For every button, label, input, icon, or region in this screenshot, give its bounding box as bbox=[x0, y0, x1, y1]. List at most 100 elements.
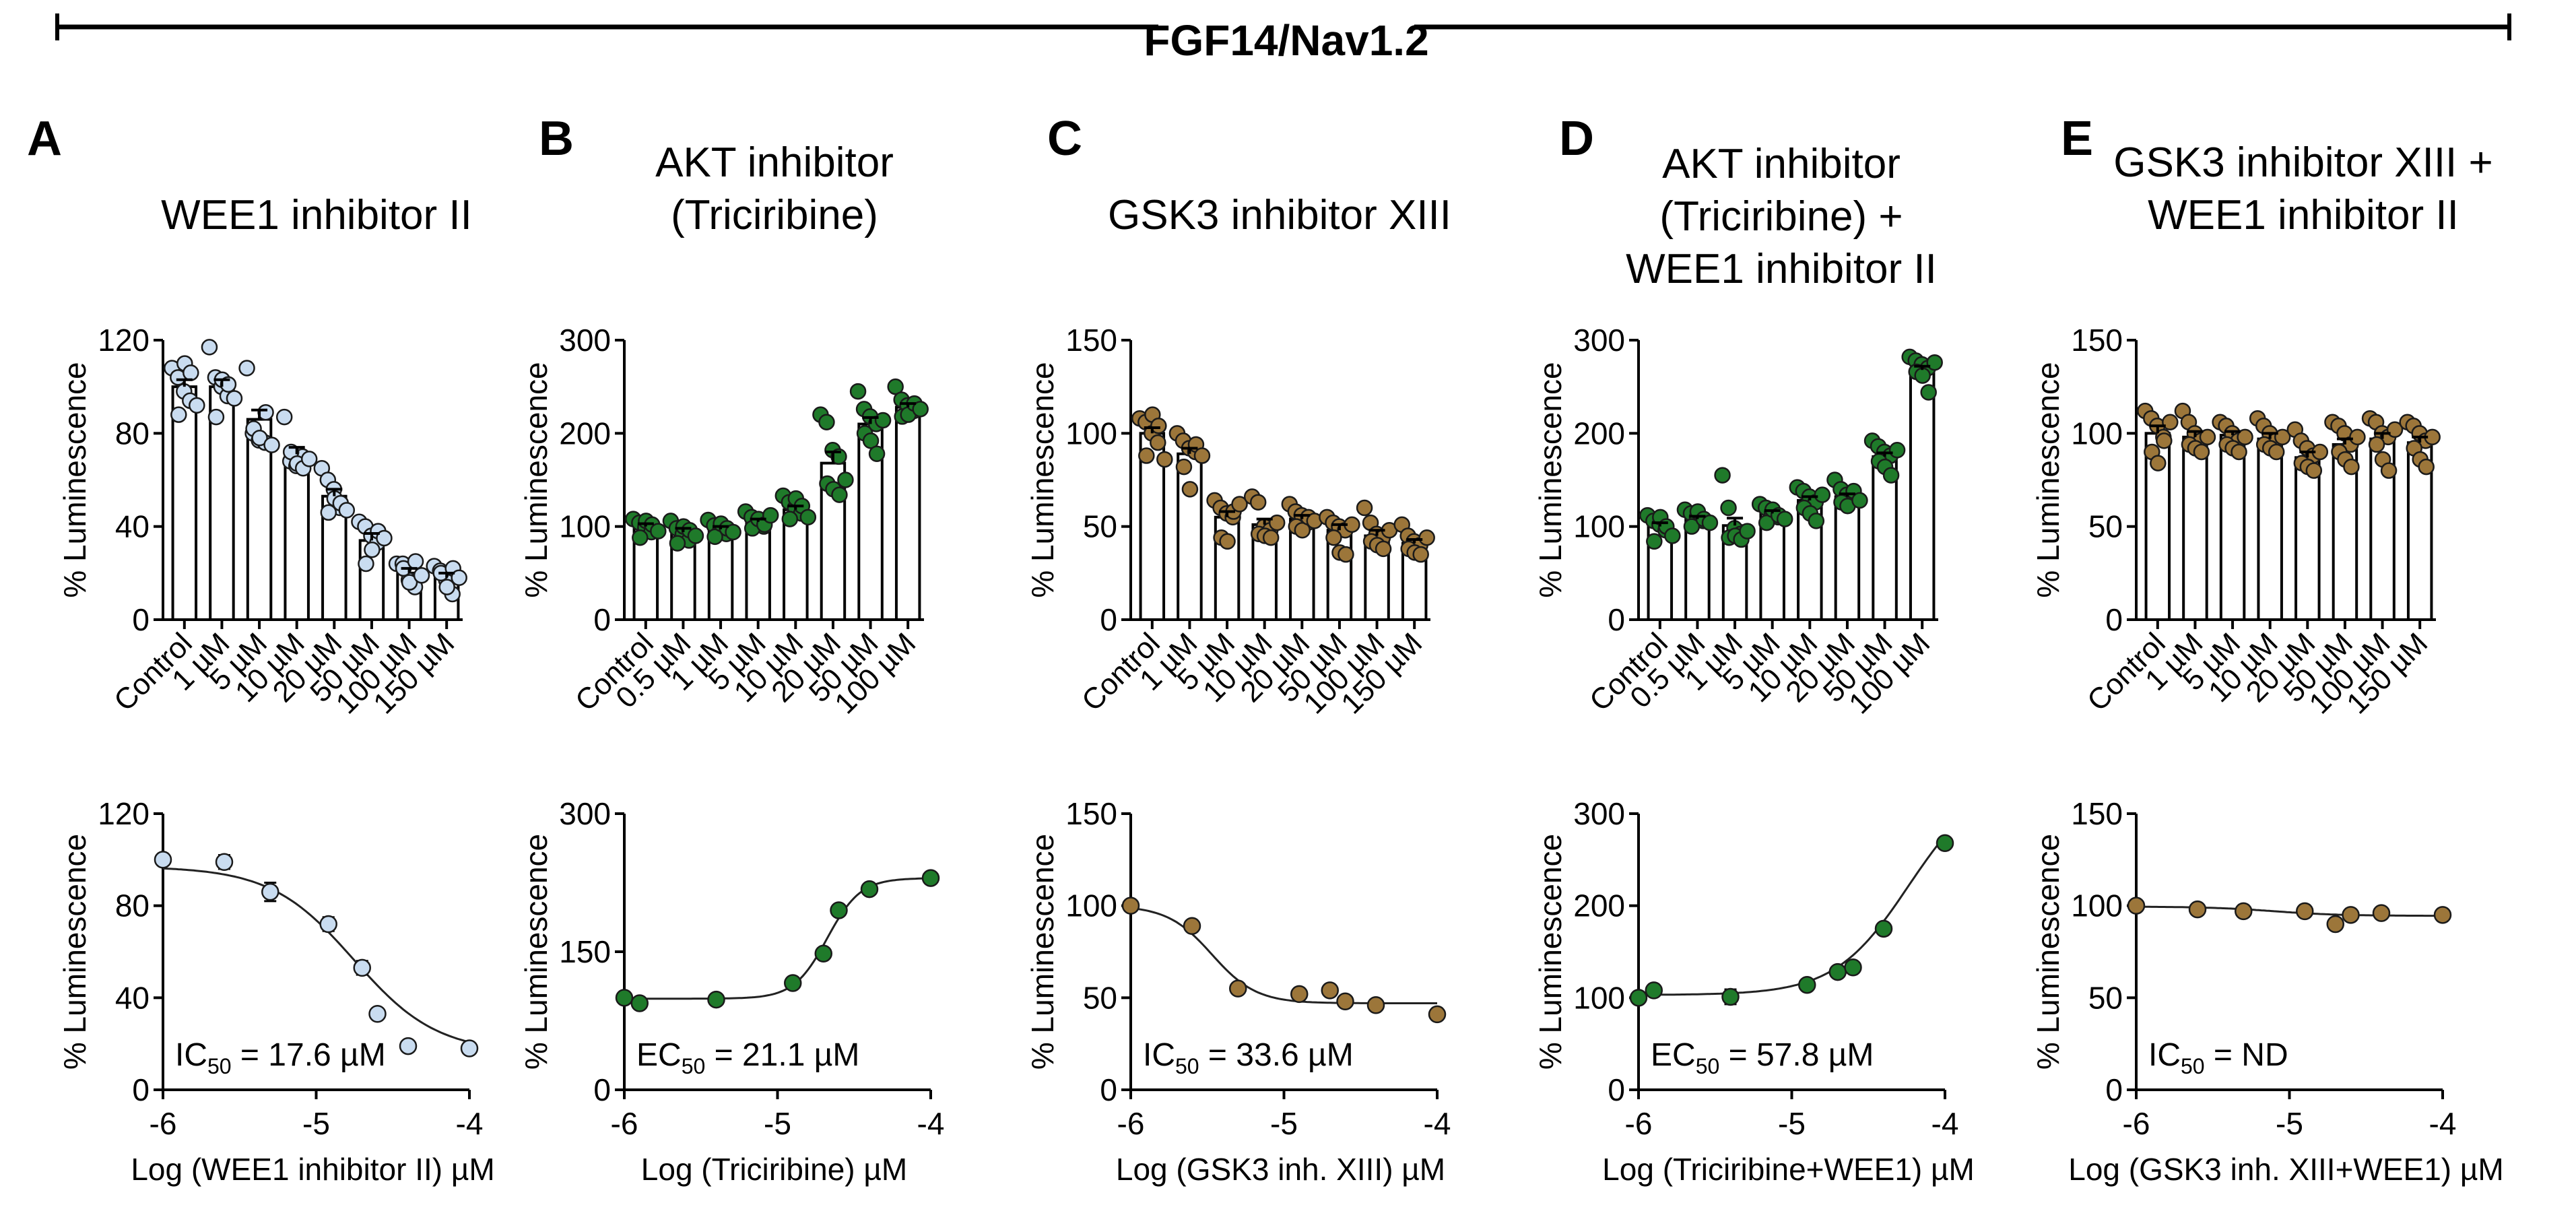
y-tick-label: 0 bbox=[1608, 1072, 1625, 1107]
panel-title-line: WEE1 inhibitor II bbox=[1626, 246, 1937, 292]
data-point bbox=[632, 529, 649, 546]
data-point bbox=[669, 535, 686, 552]
data-point bbox=[183, 364, 199, 381]
data-point bbox=[2193, 443, 2210, 461]
data-point bbox=[1193, 447, 1211, 464]
data-point bbox=[1231, 496, 1248, 513]
bar bbox=[894, 405, 921, 621]
potency-annotation: IC50 = 17.6 µM bbox=[175, 1037, 386, 1078]
data-point bbox=[170, 406, 187, 423]
panel-title-line: (Triciribine) bbox=[671, 192, 878, 238]
fit-curve bbox=[624, 877, 931, 1000]
data-point bbox=[2162, 414, 2179, 430]
y-tick-label: 120 bbox=[98, 796, 150, 831]
potency-value: = 57.8 µM bbox=[1719, 1037, 1874, 1073]
data-point bbox=[353, 958, 371, 977]
data-point bbox=[1776, 511, 1793, 527]
dose-response-chart: 0 50 100 150 -6 -5 -4 % Luminescence Log (GSK3 i… bbox=[2030, 796, 2504, 1187]
potency-prefix: IC bbox=[2148, 1037, 2181, 1073]
y-tick-label: 80 bbox=[115, 888, 150, 923]
data-point bbox=[1629, 989, 1648, 1007]
bar bbox=[1872, 455, 1898, 622]
y-tick-label: 50 bbox=[2088, 980, 2123, 1015]
potency-subscript: 50 bbox=[682, 1054, 706, 1078]
figure-title: FGF14/Nav1.2 bbox=[1144, 16, 1428, 65]
dose-response-chart: 0 100 200 300 -6 -5 -4 % Luminescence Log (Trici… bbox=[1533, 796, 1975, 1187]
bar bbox=[2294, 456, 2321, 621]
bar bbox=[2219, 434, 2246, 621]
data-point bbox=[1888, 441, 1906, 459]
data-point bbox=[862, 432, 880, 449]
fit-curve bbox=[1130, 907, 1437, 1004]
data-point bbox=[874, 412, 892, 429]
data-point bbox=[358, 555, 374, 573]
y-tick-label: 300 bbox=[559, 323, 611, 358]
data-point bbox=[1739, 523, 1756, 540]
panel-letter: C bbox=[1047, 112, 1082, 166]
data-point bbox=[814, 944, 832, 963]
data-point bbox=[1683, 518, 1700, 535]
data-point bbox=[201, 339, 218, 356]
data-point bbox=[1418, 529, 1435, 546]
data-point bbox=[2231, 443, 2247, 461]
y-axis-label: % Luminescence bbox=[1025, 834, 1060, 1070]
data-point bbox=[831, 486, 848, 503]
data-point bbox=[2127, 896, 2146, 915]
y-axis-label: % Luminescence bbox=[57, 834, 92, 1070]
y-tick-label: 50 bbox=[1083, 980, 1117, 1015]
data-point bbox=[261, 882, 279, 901]
data-point bbox=[1882, 467, 1900, 484]
data-point bbox=[615, 989, 634, 1007]
potency-subscript: 50 bbox=[2181, 1054, 2205, 1078]
data-point bbox=[1936, 834, 1954, 852]
y-tick-label: 100 bbox=[2071, 888, 2123, 923]
data-point bbox=[1428, 1005, 1447, 1024]
x-tick-label: -4 bbox=[456, 1106, 484, 1141]
y-tick-label: 100 bbox=[1065, 416, 1117, 451]
fit-curve bbox=[2136, 905, 2443, 917]
data-point bbox=[215, 853, 234, 871]
potency-prefix: EC bbox=[1651, 1037, 1696, 1073]
data-point bbox=[407, 553, 424, 570]
potency-value: = 33.6 µM bbox=[1199, 1037, 1354, 1073]
panel-letter: D bbox=[1559, 112, 1594, 166]
data-point bbox=[1121, 896, 1140, 915]
data-point bbox=[837, 471, 854, 488]
x-tick-label: -6 bbox=[1625, 1106, 1653, 1141]
data-point bbox=[368, 1005, 387, 1023]
y-tick-label: 300 bbox=[1573, 796, 1625, 831]
data-point bbox=[399, 1037, 418, 1055]
panel-title-line: WEE1 inhibitor II bbox=[161, 192, 472, 238]
data-point bbox=[1720, 499, 1737, 517]
panel-e: E GSK3 inhibitor XIII + WEE1 inhibitor II 0… bbox=[2030, 112, 2504, 1187]
potency-annotation: IC50 = ND bbox=[2148, 1037, 2288, 1078]
y-axis-label: % Luminescence bbox=[519, 362, 554, 597]
data-point bbox=[707, 990, 725, 1009]
data-point bbox=[1758, 514, 1775, 531]
data-point bbox=[1229, 979, 1247, 998]
data-point bbox=[2433, 906, 2452, 924]
data-point bbox=[725, 523, 741, 541]
panel-d: D AKT inhibitor (Triciribine) + WEE1 inhibi… bbox=[1533, 112, 1975, 1187]
x-tick-label: -4 bbox=[1931, 1106, 1959, 1141]
data-point bbox=[1249, 494, 1267, 511]
data-point bbox=[1851, 492, 1868, 509]
bar bbox=[284, 453, 310, 621]
y-tick-label: 100 bbox=[1573, 509, 1625, 544]
data-point bbox=[1219, 533, 1236, 550]
y-axis-label: % Luminescence bbox=[1533, 834, 1568, 1070]
data-point bbox=[460, 1039, 479, 1057]
x-axis-label: Log (GSK3 inh. XIII) µM bbox=[1116, 1152, 1445, 1187]
data-point bbox=[1336, 992, 1354, 1011]
x-tick-label: -5 bbox=[302, 1106, 330, 1141]
bar bbox=[745, 520, 771, 621]
potency-annotation: EC50 = 57.8 µM bbox=[1651, 1037, 1874, 1078]
data-point bbox=[1156, 451, 1173, 468]
y-tick-label: 0 bbox=[1608, 602, 1625, 637]
data-point bbox=[1926, 354, 1943, 371]
data-point bbox=[2380, 462, 2398, 479]
y-tick-label: 0 bbox=[2105, 1072, 2123, 1107]
